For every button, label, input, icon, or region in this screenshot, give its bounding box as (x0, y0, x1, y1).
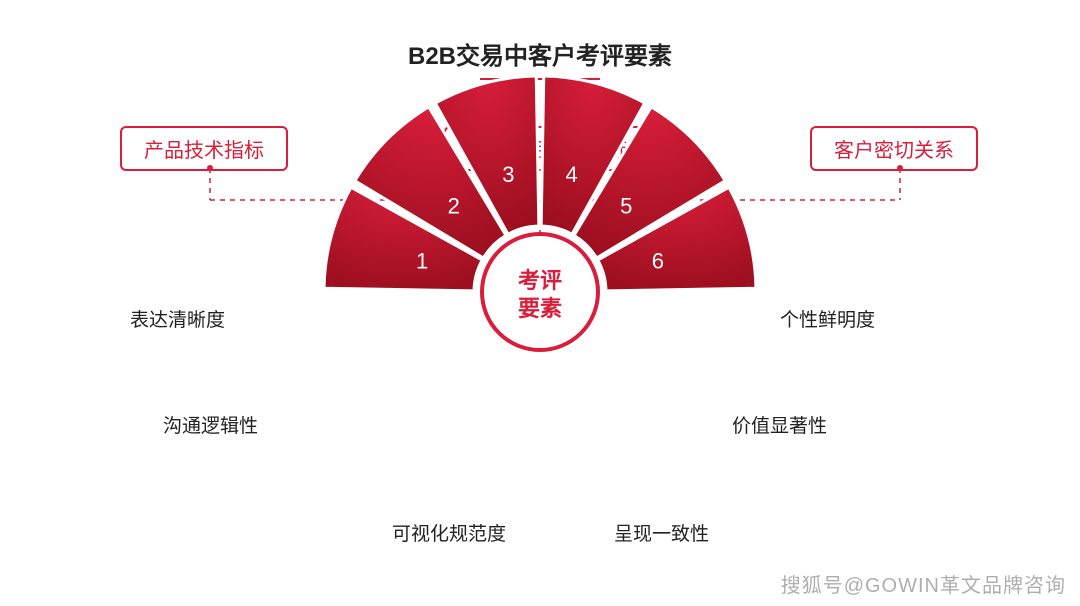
fan-diagram: 1 2 3 4 5 6 考评要素表达清晰度沟通逻辑性可视化规范度 呈现一致性 价值显著性 个性鲜明… (0, 0, 1080, 606)
segment-number: 3 (502, 162, 514, 187)
segment-label: 呈现一致性 (614, 523, 709, 545)
segment-label: 可视化规范度 (392, 523, 506, 545)
segment-number: 4 (565, 162, 577, 187)
segment-number: 2 (448, 194, 460, 219)
segment-label: 价值显著性 (732, 415, 827, 437)
segment-label: 个性鲜明度 (780, 309, 875, 331)
segment-number: 1 (416, 248, 428, 273)
watermark-text: 搜狐号@GOWIN革文品牌咨询 (781, 569, 1066, 598)
segment-label: 表达清晰度 (130, 309, 225, 331)
segment-number: 5 (620, 194, 632, 219)
segment-label: 沟通逻辑性 (163, 415, 258, 437)
center-label: 考评 (518, 268, 562, 293)
segment-number: 6 (652, 248, 664, 273)
center-label: 要素 (518, 296, 562, 321)
